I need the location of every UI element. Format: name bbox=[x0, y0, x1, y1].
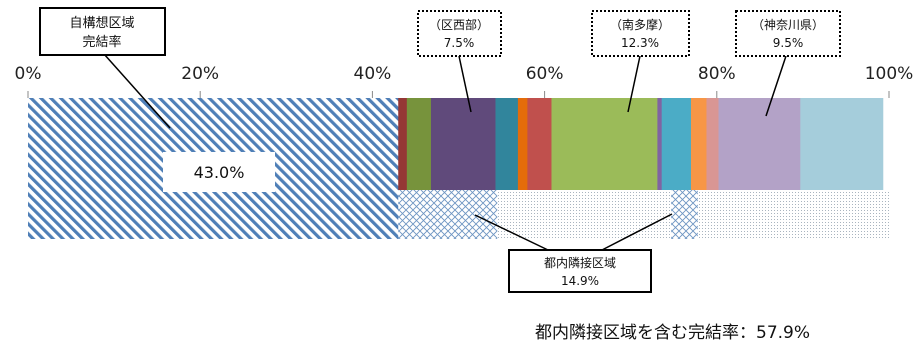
bar-segment-4 bbox=[495, 98, 519, 190]
ku-west-callout-value: 7.5% bbox=[444, 36, 475, 50]
kanagawa-callout-value: 9.5% bbox=[773, 36, 804, 50]
adjacent-segment-1 bbox=[497, 190, 672, 239]
bar-segment-5 bbox=[517, 98, 528, 190]
adjacent-segment-3 bbox=[697, 190, 890, 239]
x-tick-label: 100% bbox=[865, 64, 914, 84]
minamitama-callout-value: 12.3% bbox=[621, 36, 659, 50]
bar-segment-7 bbox=[551, 98, 658, 190]
inclusive-completion-rate-note: 都内隣接区域を含む完結率：57.9% bbox=[535, 323, 811, 343]
x-axis-ticks: 0% 20% 40% 60% 80% 100% bbox=[15, 64, 914, 98]
ku-west-callout-box bbox=[417, 10, 502, 57]
bar-segment-3 bbox=[430, 98, 496, 190]
bar-segment-12 bbox=[718, 98, 801, 190]
adjacent-segment-2 bbox=[671, 190, 699, 239]
self-value-box bbox=[163, 152, 275, 192]
x-tick-label: 80% bbox=[698, 64, 736, 84]
bar-segment-1 bbox=[398, 98, 408, 190]
adjacent-callout-leader-left bbox=[474, 214, 549, 251]
minamitama-callout-name: （南多摩） bbox=[610, 17, 670, 32]
bar-segment-9 bbox=[661, 98, 692, 190]
ku-west-callout-name: （区西部） bbox=[429, 17, 489, 32]
self-callout-line1: 自構想区域 bbox=[69, 15, 134, 31]
x-tick-label: 60% bbox=[526, 64, 564, 84]
self-callout-leader bbox=[103, 53, 171, 129]
adjacent-callout-leader-right bbox=[601, 213, 673, 251]
x-tick-label: 20% bbox=[181, 64, 219, 84]
bar-segment-2 bbox=[406, 98, 432, 190]
bar-segment-10 bbox=[690, 98, 707, 190]
self-value-label: 43.0% bbox=[194, 163, 245, 182]
ku-west-callout-leader bbox=[458, 55, 472, 113]
kanagawa-callout-box bbox=[735, 10, 841, 57]
kanagawa-callout-name: （神奈川県） bbox=[752, 18, 824, 32]
x-tick-label: 40% bbox=[354, 64, 392, 84]
bar-segment-13 bbox=[800, 98, 884, 190]
adjacent-segment-0 bbox=[398, 190, 498, 239]
self-callout-line2: 完結率 bbox=[82, 34, 121, 50]
x-tick-label: 0% bbox=[15, 64, 42, 84]
self-callout-box bbox=[39, 7, 166, 56]
adjacent-callout-box bbox=[508, 249, 652, 293]
bar-segment-11 bbox=[706, 98, 719, 190]
bar-segment-6 bbox=[527, 98, 552, 190]
bar-segment-8 bbox=[657, 98, 662, 190]
adjacent-region-segments bbox=[398, 190, 890, 239]
adjacent-callout-name: 都内隣接区域 bbox=[544, 255, 616, 270]
kanagawa-callout-leader bbox=[765, 55, 787, 117]
minamitama-callout-box bbox=[591, 10, 690, 57]
minamitama-callout-leader bbox=[627, 55, 641, 113]
adjacent-callout-value: 14.9% bbox=[561, 274, 599, 288]
